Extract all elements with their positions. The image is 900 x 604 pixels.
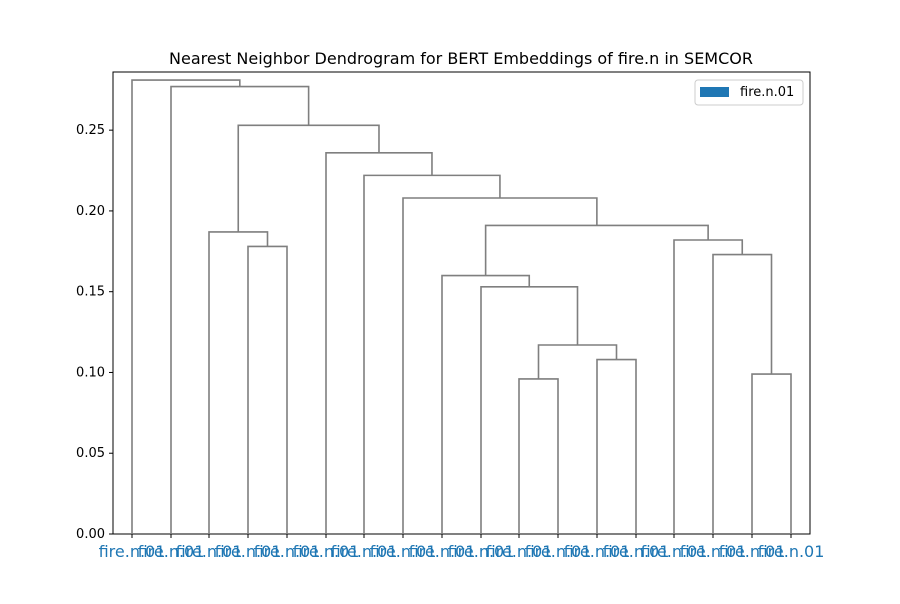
leaf-label: fire.n.01	[758, 542, 825, 561]
legend-swatch	[700, 87, 729, 97]
chart-title: Nearest Neighbor Dendrogram for BERT Emb…	[169, 49, 753, 68]
dendrogram-link	[208, 231, 269, 534]
leaf-label: fire.n.01	[215, 542, 282, 561]
dendrogram-link	[751, 373, 792, 534]
leaf-label: fire.n.01	[603, 542, 670, 561]
dendrogram-link	[170, 85, 310, 534]
legend-label: fire.n.01	[740, 85, 794, 100]
dendrogram-link	[484, 224, 709, 276]
y-tick-label: 0.00	[76, 527, 105, 542]
legend-box	[694, 79, 804, 106]
dendrogram-link	[325, 151, 433, 534]
leaf-label: fire.n.01	[293, 542, 360, 561]
leaf-label: fire.n.01	[370, 542, 437, 561]
leaf-label: fire.n.01	[680, 542, 747, 561]
leaf-label: fire.n.01	[564, 542, 631, 561]
dendrogram-link	[237, 124, 380, 232]
y-tick-label: 0.20	[76, 204, 105, 219]
dendrogram-link	[537, 344, 618, 379]
plot-frame	[112, 71, 811, 535]
dendrogram-link	[247, 245, 288, 534]
dendrogram-link	[480, 286, 579, 534]
y-tick-label: 0.10	[76, 365, 105, 380]
dendrogram-link	[131, 79, 241, 534]
dendrogram-link	[712, 253, 773, 534]
leaf-label: fire.n.01	[99, 542, 166, 561]
leaf-label: fire.n.01	[176, 542, 243, 561]
leaf-label: fire.n.01	[409, 542, 476, 561]
dendrogram-links	[131, 79, 792, 534]
y-tick-label: 0.15	[76, 285, 105, 300]
leaf-label: fire.n.01	[719, 542, 786, 561]
leaf-labels: fire.n.01fire.n.01fire.n.01fire.n.01fire…	[99, 534, 825, 561]
dendrogram-link	[441, 274, 531, 534]
y-axis: 0.00 0.05 0.10 0.15 0.20 0.25	[76, 123, 113, 542]
dendrogram-link	[363, 174, 501, 534]
dendrogram-link	[596, 358, 637, 534]
dendrogram-link	[518, 378, 559, 534]
dendrogram-link	[673, 239, 744, 534]
leaf-label: fire.n.01	[641, 542, 708, 561]
leaf-label: fire.n.01	[254, 542, 321, 561]
leaf-label: fire.n.01	[331, 542, 398, 561]
y-tick-label: 0.05	[76, 446, 105, 461]
y-tick-label: 0.25	[76, 123, 105, 138]
leaf-label: fire.n.01	[525, 542, 592, 561]
leaf-label: fire.n.01	[448, 542, 515, 561]
leaf-label: fire.n.01	[486, 542, 553, 561]
leaf-label: fire.n.01	[138, 542, 205, 561]
legend: fire.n.01	[694, 79, 804, 106]
dendrogram-link	[402, 197, 598, 534]
